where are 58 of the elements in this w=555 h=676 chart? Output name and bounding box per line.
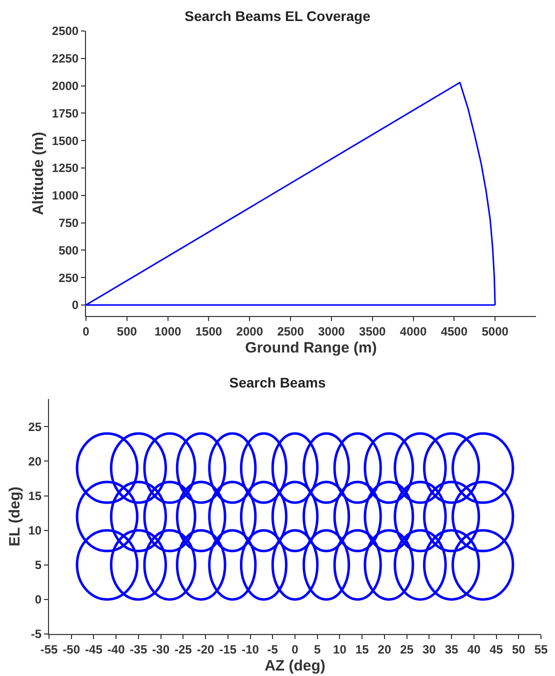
y-tick-label: 10 (28, 524, 42, 538)
y-tick-label: 2500 (52, 24, 79, 38)
x-tick-label: 5 (314, 642, 322, 656)
y-tick-label: 0 (34, 592, 42, 607)
x-tick-label: -10 (242, 642, 260, 656)
y-tick-label: 2250 (52, 52, 79, 66)
y-tick-label: 250 (58, 270, 79, 285)
chart-title: Search Beams (229, 374, 326, 390)
x-axis-title: AZ (deg) (264, 657, 326, 674)
y-tick-label: 1750 (52, 106, 79, 120)
x-tick-label: -35 (130, 642, 148, 656)
y-tick-label: 1500 (52, 134, 79, 148)
x-tick-label: 35 (444, 642, 459, 656)
y-axis-title: EL (deg) (6, 486, 24, 546)
x-tick-label: -5 (267, 642, 278, 656)
x-tick-label: -50 (62, 642, 80, 656)
x-axis-title: Ground Range (m) (245, 339, 377, 356)
x-tick-label: -55 (40, 642, 58, 656)
x-tick-label: -15 (219, 642, 237, 656)
x-tick-label: -30 (152, 642, 170, 656)
y-tick-label: 1000 (52, 188, 79, 203)
y-tick-label: 25 (28, 420, 42, 434)
x-tick-label: 3500 (359, 324, 386, 338)
y-tick-label: 2000 (52, 79, 79, 94)
x-tick-label: 30 (422, 642, 436, 656)
x-tick-label: 45 (490, 642, 504, 656)
x-tick-label: 2000 (236, 324, 264, 338)
x-tick-label: 55 (534, 642, 548, 656)
x-tick-label: 2500 (277, 324, 304, 338)
x-tick-label: 0 (292, 642, 299, 656)
y-tick-label: -5 (30, 627, 42, 642)
y-tick-label: 15 (28, 488, 42, 503)
x-tick-label: 20 (378, 642, 392, 656)
y-tick-label: 20 (28, 454, 42, 468)
x-tick-label: 50 (512, 642, 526, 656)
x-tick-label: 4500 (440, 324, 468, 338)
x-tick-label: 4000 (400, 324, 427, 338)
y-tick-label: 1250 (52, 161, 79, 176)
y-tick-label: 0 (72, 298, 79, 312)
x-tick-label: 1000 (154, 324, 182, 338)
x-tick-label: -20 (196, 642, 215, 656)
x-tick-label: 500 (116, 324, 138, 338)
x-tick-label: 5000 (482, 324, 509, 338)
x-tick-label: 15 (355, 642, 370, 656)
y-tick-label: 500 (58, 243, 79, 258)
x-tick-label: 0 (82, 324, 90, 338)
y-tick-label: 750 (58, 216, 79, 230)
y-tick-label: 5 (34, 558, 42, 572)
x-tick-label: 1500 (195, 324, 222, 338)
x-tick-label: -25 (174, 642, 192, 656)
x-tick-label: 40 (467, 642, 481, 656)
x-tick-label: 10 (333, 642, 347, 656)
x-tick-label: 25 (400, 642, 414, 656)
chart-title: Search Beams EL Coverage (184, 8, 371, 24)
x-tick-label: -45 (85, 642, 103, 656)
x-tick-label: -40 (107, 642, 126, 656)
x-tick-label: 3000 (318, 324, 346, 338)
y-axis-title: Altitude (m) (30, 132, 48, 216)
